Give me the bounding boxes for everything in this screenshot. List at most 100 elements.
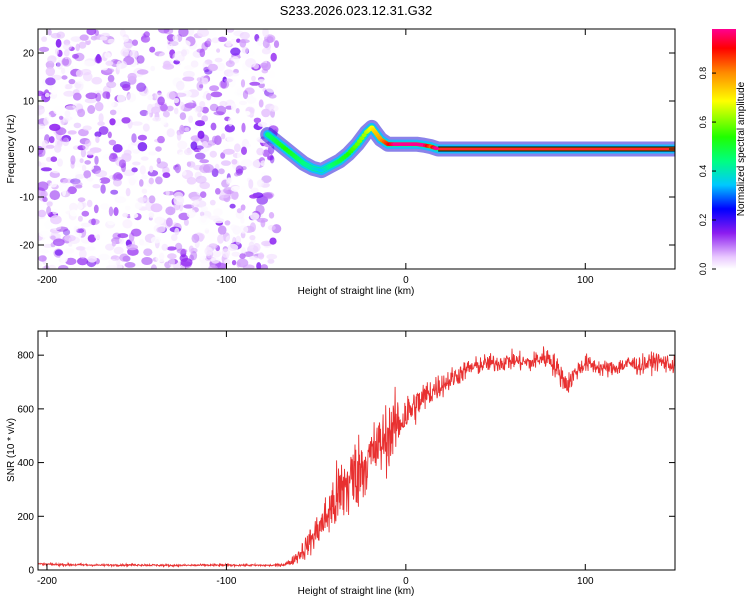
noise-blob bbox=[80, 222, 92, 228]
noise-blob bbox=[44, 92, 50, 98]
noise-blob bbox=[206, 38, 212, 44]
noise-blob bbox=[86, 199, 93, 208]
noise-blob bbox=[204, 246, 213, 256]
noise-blob bbox=[179, 124, 185, 135]
noise-blob bbox=[47, 55, 57, 64]
colorbar-label: Normalized spectral amplitude bbox=[736, 81, 747, 216]
noise-blob bbox=[237, 151, 242, 161]
snr-frame bbox=[37, 330, 676, 571]
noise-blob bbox=[58, 115, 64, 120]
noise-blob bbox=[187, 29, 195, 36]
noise-blob bbox=[61, 67, 66, 75]
snr-xtick-label: 100 bbox=[577, 576, 594, 587]
noise-blob bbox=[232, 225, 241, 235]
noise-blob bbox=[174, 163, 181, 174]
noise-blob bbox=[152, 117, 162, 122]
noise-blob bbox=[201, 205, 208, 213]
noise-blob bbox=[200, 224, 212, 231]
noise-blob bbox=[183, 148, 193, 156]
noise-blob bbox=[235, 165, 244, 174]
noise-blob bbox=[120, 48, 129, 57]
snr-line bbox=[38, 346, 675, 568]
noise-blob bbox=[70, 178, 81, 185]
noise-blob bbox=[51, 86, 58, 95]
noise-blob bbox=[87, 164, 95, 171]
noise-blob bbox=[64, 234, 76, 242]
noise-blob bbox=[155, 176, 163, 185]
noise-blob bbox=[141, 188, 148, 194]
noise-blob bbox=[108, 206, 114, 217]
noise-blob bbox=[68, 78, 76, 85]
noise-blob bbox=[269, 237, 277, 245]
noise-blob bbox=[119, 236, 124, 245]
noise-blob bbox=[251, 159, 261, 169]
noise-blob bbox=[38, 90, 44, 97]
spectrogram-xtick-label: -100 bbox=[216, 275, 236, 286]
noise-blob bbox=[150, 264, 157, 269]
noise-blob bbox=[247, 50, 255, 56]
noise-blob bbox=[258, 99, 264, 108]
noise-blob bbox=[121, 153, 132, 162]
noise-blob bbox=[186, 209, 196, 219]
noise-blob bbox=[49, 123, 61, 131]
noise-blob bbox=[132, 148, 140, 154]
spectrogram-xtick-label: 0 bbox=[403, 275, 409, 286]
noise-blob bbox=[171, 234, 178, 241]
noise-blob bbox=[151, 106, 161, 114]
noise-blob bbox=[252, 242, 261, 252]
noise-blob bbox=[109, 118, 116, 126]
noise-blob bbox=[42, 196, 48, 202]
noise-blob bbox=[233, 30, 244, 37]
noise-blob bbox=[265, 83, 278, 93]
noise-blob bbox=[94, 101, 104, 112]
noise-blob bbox=[148, 195, 156, 204]
noise-blob bbox=[181, 49, 187, 57]
noise-blob bbox=[173, 107, 179, 115]
spectrogram-ytick-label: -10 bbox=[20, 193, 35, 204]
noise-blob bbox=[190, 60, 199, 68]
noise-blob bbox=[59, 82, 66, 90]
noise-blob bbox=[194, 152, 206, 160]
noise-blob bbox=[62, 178, 75, 184]
noise-blob bbox=[49, 136, 55, 144]
noise-blob bbox=[227, 243, 239, 251]
noise-blob bbox=[86, 177, 94, 182]
noise-blob bbox=[51, 225, 62, 231]
noise-blob bbox=[268, 212, 275, 219]
noise-blob bbox=[50, 166, 62, 174]
noise-blob bbox=[141, 174, 149, 180]
noise-blob bbox=[114, 196, 127, 204]
noise-blob bbox=[248, 241, 255, 249]
noise-blob bbox=[139, 43, 145, 52]
noise-blob bbox=[139, 179, 144, 187]
noise-blob bbox=[131, 167, 138, 173]
noise-blob bbox=[127, 72, 137, 81]
noise-blob bbox=[79, 158, 84, 164]
noise-blob bbox=[125, 187, 131, 197]
noise-blob bbox=[57, 158, 63, 167]
noise-blob bbox=[38, 255, 47, 262]
noise-blob bbox=[46, 201, 53, 207]
noise-blob bbox=[91, 76, 103, 85]
noise-blob bbox=[215, 62, 226, 71]
noise-blob bbox=[94, 155, 99, 165]
noise-blob bbox=[245, 143, 251, 148]
noise-blob bbox=[142, 123, 150, 132]
noise-blob bbox=[123, 149, 132, 156]
noise-blob bbox=[242, 90, 249, 100]
noise-blob bbox=[157, 135, 165, 144]
noise-blob bbox=[230, 47, 241, 56]
noise-blob bbox=[76, 246, 85, 251]
noise-blob bbox=[186, 177, 197, 185]
noise-blob bbox=[256, 37, 264, 47]
colorbar: 0.0 0.2 0.4 0.6 0.8 Normalized spectral ampl… bbox=[698, 29, 747, 275]
spectrogram-ylabel: Frequency (Hz) bbox=[6, 115, 17, 184]
noise-blob bbox=[220, 152, 226, 159]
noise-blob bbox=[172, 52, 184, 62]
noise-blob bbox=[261, 47, 271, 55]
noise-blob bbox=[240, 247, 246, 253]
noise-blob bbox=[211, 168, 219, 178]
noise-blob bbox=[209, 199, 216, 206]
noise-blob bbox=[188, 245, 194, 254]
noise-blob bbox=[270, 52, 277, 62]
